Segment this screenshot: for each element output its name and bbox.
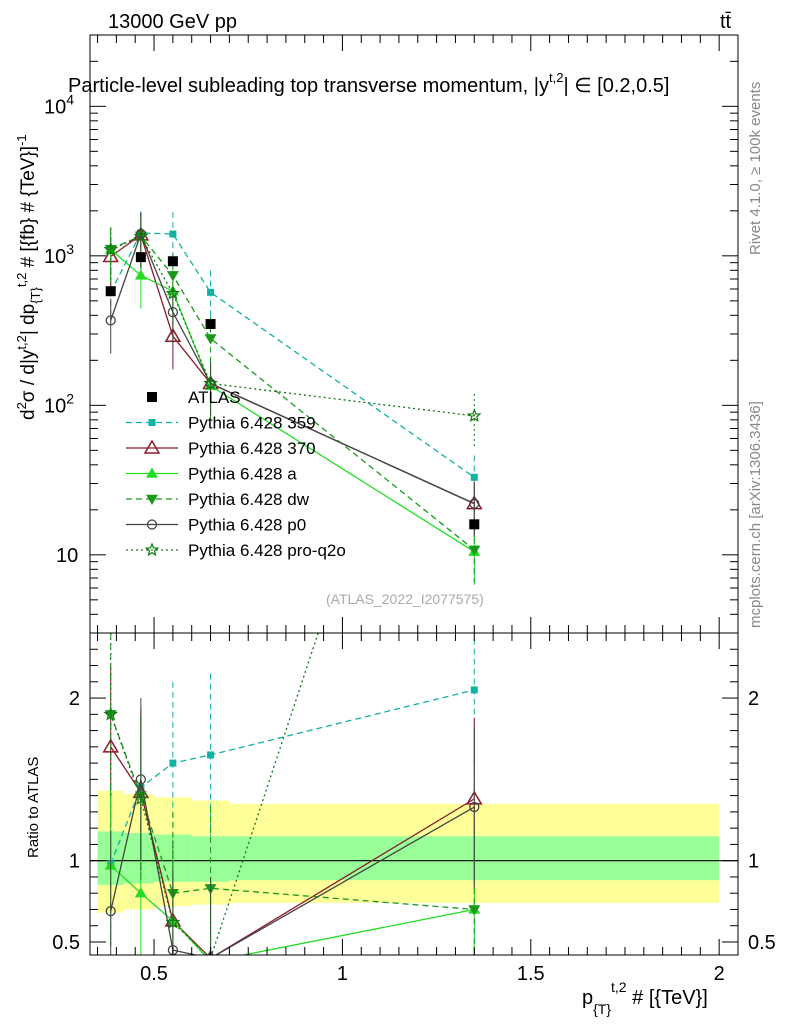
legend-marker (146, 519, 158, 530)
legend-label: Pythia 6.428 359 (188, 414, 316, 433)
series-pythia-6-428-pro-q2o-ratio-point (103, 706, 118, 721)
series-pythia-6-428-359-ratio-point (470, 686, 478, 694)
main-y-tick-label: 102 (44, 390, 74, 417)
series-pythia-6-428-dw-ratio-line (110, 714, 475, 911)
ratio-y-tick-label-right: 1 (748, 851, 759, 873)
axes-labels: 10 102 103 104 0.5 0.5 1 1 2 2 0.5 1 1.5 2 (44, 91, 776, 985)
series-pythia-6-428-dw-point (204, 334, 217, 345)
ratio-y-axis-label: Ratio to ATLAS (25, 757, 42, 858)
series-pythia-6-428-a-point (134, 269, 147, 280)
rivet-label: Rivet 4.1.0, ≥ 100k events (747, 82, 764, 255)
main-y-tick-label: 104 (44, 91, 74, 118)
legend-marker (148, 419, 156, 426)
plot-title: Particle-level subleading top transverse… (68, 70, 669, 97)
mcplots-label: mcplots.cern.ch [arXiv:1306.3436] (747, 401, 764, 628)
series-pythia-6-428-359-point (169, 230, 177, 238)
ratio-y-tick-label: 0.5 (52, 932, 80, 954)
legend-entry: Pythia 6.428 359 (126, 414, 316, 433)
uncertainty-band-inner (123, 833, 155, 884)
x-tick-label: 2 (714, 963, 725, 985)
legend-marker (144, 542, 160, 557)
series-pythia-6-428-pro-q2o-ratio-point (469, 155, 480, 166)
energy-label: 13000 GeV pp (108, 11, 237, 33)
series-pythia-6-428-p0-ratio-point (105, 905, 116, 917)
series-pythia-6-428-pro-q2o-point (203, 375, 218, 390)
series-pythia-6-428-pro-q2o-point (165, 285, 181, 300)
main-plot-area (102, 211, 483, 585)
legend-entry: Pythia 6.428 a (126, 465, 297, 484)
series-pythia-6-428-pro-q2o-line (110, 235, 475, 417)
legend-marker (147, 392, 157, 402)
series-pythia-6-428-359-point (470, 473, 478, 481)
series-pythia-6-428-a-point (166, 285, 179, 296)
series-pythia-6-428-pro-q2o-point (467, 408, 482, 423)
series-pythia-6-428-pro-q2o-ratio-point (133, 791, 149, 806)
legend-entry: Pythia 6.428 pro-q2o (126, 541, 346, 560)
series-pythia-6-428-p0-point (105, 315, 116, 326)
ratio-y-tick-label: 2 (69, 688, 80, 710)
ratio-frame (89, 632, 739, 956)
x-axis-label: p{T}t,2 # [{TeV}] (582, 979, 708, 1017)
watermark: (ATLAS_2022_I2077575) (326, 591, 484, 607)
series-pythia-6-428-pro-q2o-point (103, 241, 118, 256)
series-pythia-6-428-dw-point (166, 271, 179, 282)
main-y-tick-label: 103 (44, 241, 74, 268)
ratio-panel (89, 155, 739, 966)
legend-entry: ATLAS (147, 388, 241, 407)
series-pythia-6-428-370-line (110, 233, 475, 505)
ratio-plot-area (90, 155, 738, 966)
ratio-y-tick-label: 1 (69, 851, 80, 873)
x-tick-label: 1 (337, 963, 348, 985)
series-pythia-6-428-a-ratio-point (134, 887, 147, 898)
main-y-tick-label: 10 (56, 545, 78, 567)
x-tick-label: 1.5 (517, 963, 545, 985)
series-pythia-6-428-p0-point (469, 498, 480, 509)
ratio-y-tick-label-right: 2 (748, 688, 759, 710)
legend-entry: Pythia 6.428 p0 (126, 516, 306, 535)
series-pythia-6-428-dw-ratio-point (468, 905, 481, 916)
legend-label: Pythia 6.428 p0 (188, 516, 306, 535)
series-pythia-6-428-p0-ratio-point (469, 801, 480, 813)
series-pythia-6-428-p0-line (110, 232, 475, 505)
legend-label: ATLAS (188, 388, 241, 407)
process-label: tt̄ (720, 11, 732, 33)
legend-marker (143, 439, 161, 454)
main-y-axis-label: d2σ / d|yt,2| dp{T}t,2 # [{fb} # {TeV}]-… (14, 134, 43, 420)
series-pythia-6-428-pro-q2o-ratio-point (165, 914, 181, 929)
atlas-data-point (205, 318, 216, 329)
series-pythia-6-428-370-ratio-point (102, 738, 120, 753)
atlas-data-point (135, 252, 146, 263)
legend-marker (146, 467, 158, 478)
atlas-data-point (167, 256, 178, 267)
ratio-y-tick-label-right: 0.5 (748, 932, 776, 954)
series-pythia-6-428-a-ratio-point (205, 956, 217, 966)
legend: ATLAS Pythia 6.428 359 Pythia 6.428 370 Pyt… (126, 388, 346, 560)
series-pythia-6-428-dw-point (468, 545, 481, 556)
legend-label: Pythia 6.428 a (188, 465, 297, 484)
atlas-data-point (105, 286, 116, 297)
x-tick-label: 0.5 (140, 963, 168, 985)
atlas-data-point (469, 519, 480, 530)
main-panel (89, 34, 739, 634)
legend-label: Pythia 6.428 370 (188, 439, 316, 458)
legend-entry: Pythia 6.428 370 (126, 439, 316, 458)
legend-label: Pythia 6.428 pro-q2o (188, 541, 346, 560)
legend-entry: Pythia 6.428 dw (126, 490, 310, 509)
series-pythia-6-428-359-ratio-point (207, 751, 215, 759)
series-pythia-6-428-pro-q2o-point (133, 228, 149, 243)
series-pythia-6-428-359-line (110, 232, 475, 478)
legend-label: Pythia 6.428 dw (188, 490, 310, 509)
series-pythia-6-428-359-point (207, 288, 215, 296)
legend-marker (146, 494, 158, 505)
series-pythia-6-428-359-ratio-point (169, 759, 177, 767)
